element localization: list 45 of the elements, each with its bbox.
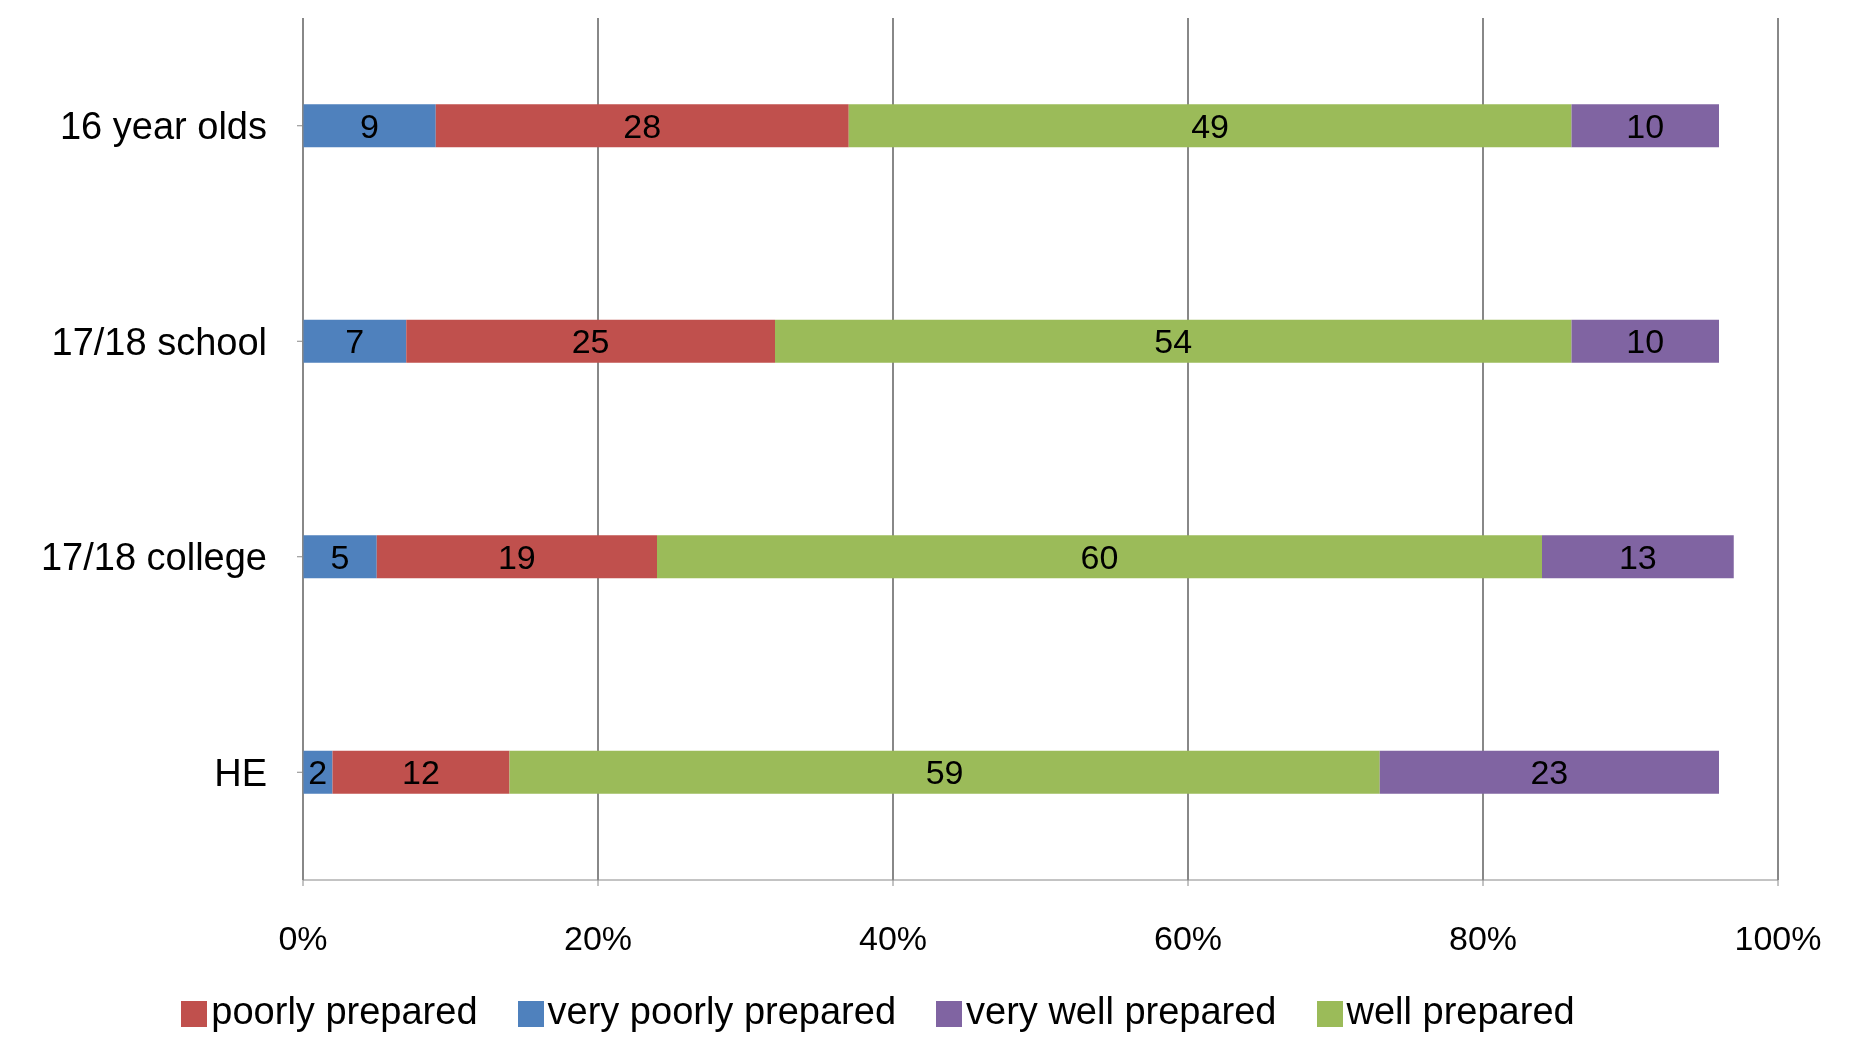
bar: [303, 535, 377, 579]
bar: [1571, 319, 1719, 363]
legend-label: poorly prepared: [211, 990, 478, 1032]
bar: [1542, 535, 1734, 579]
x-tick-label: 40%: [858, 919, 928, 958]
data-label: 59: [925, 753, 964, 792]
data-label: 54: [1154, 322, 1193, 361]
x-tick-label: 80%: [1448, 919, 1518, 958]
legend-label: very well prepared: [966, 990, 1277, 1032]
y-tick-label: 17/18 college: [40, 536, 267, 579]
y-tick-label: 17/18 school: [51, 320, 267, 363]
data-label: 2: [308, 753, 328, 792]
bar: [303, 319, 407, 363]
bar: [376, 535, 657, 579]
bar: [332, 750, 510, 794]
data-label: 49: [1191, 106, 1230, 145]
x-tick-label: 0%: [278, 919, 328, 958]
bar: [435, 104, 849, 148]
x-tick-label: 20%: [563, 919, 633, 958]
data-label: 10: [1626, 106, 1665, 145]
data-label: 23: [1530, 753, 1569, 792]
y-tick-label: HE: [214, 751, 267, 794]
x-tick-label: 100%: [1734, 919, 1822, 958]
y-tick-label: 16 year olds: [59, 105, 267, 148]
bar: [303, 104, 436, 148]
data-label: 60: [1080, 537, 1119, 576]
bar: [657, 535, 1542, 579]
data-label: 12: [402, 753, 440, 792]
bar: [848, 104, 1572, 148]
data-label: 13: [1618, 537, 1657, 576]
data-label: 5: [330, 537, 350, 576]
bar: [509, 750, 1380, 794]
bar: [775, 319, 1572, 363]
legend-label: well prepared: [1346, 990, 1575, 1032]
data-label: 25: [571, 322, 610, 361]
data-label: 10: [1626, 322, 1665, 361]
bar: [1571, 104, 1719, 148]
data-label: 9: [359, 106, 379, 145]
bar: [406, 319, 775, 363]
data-label: 7: [345, 322, 365, 361]
x-tick-label: 60%: [1153, 919, 1223, 958]
legend-label: very poorly prepared: [547, 990, 897, 1032]
bar: [1379, 750, 1719, 794]
data-label: 28: [623, 106, 662, 145]
data-label: 19: [497, 537, 536, 576]
